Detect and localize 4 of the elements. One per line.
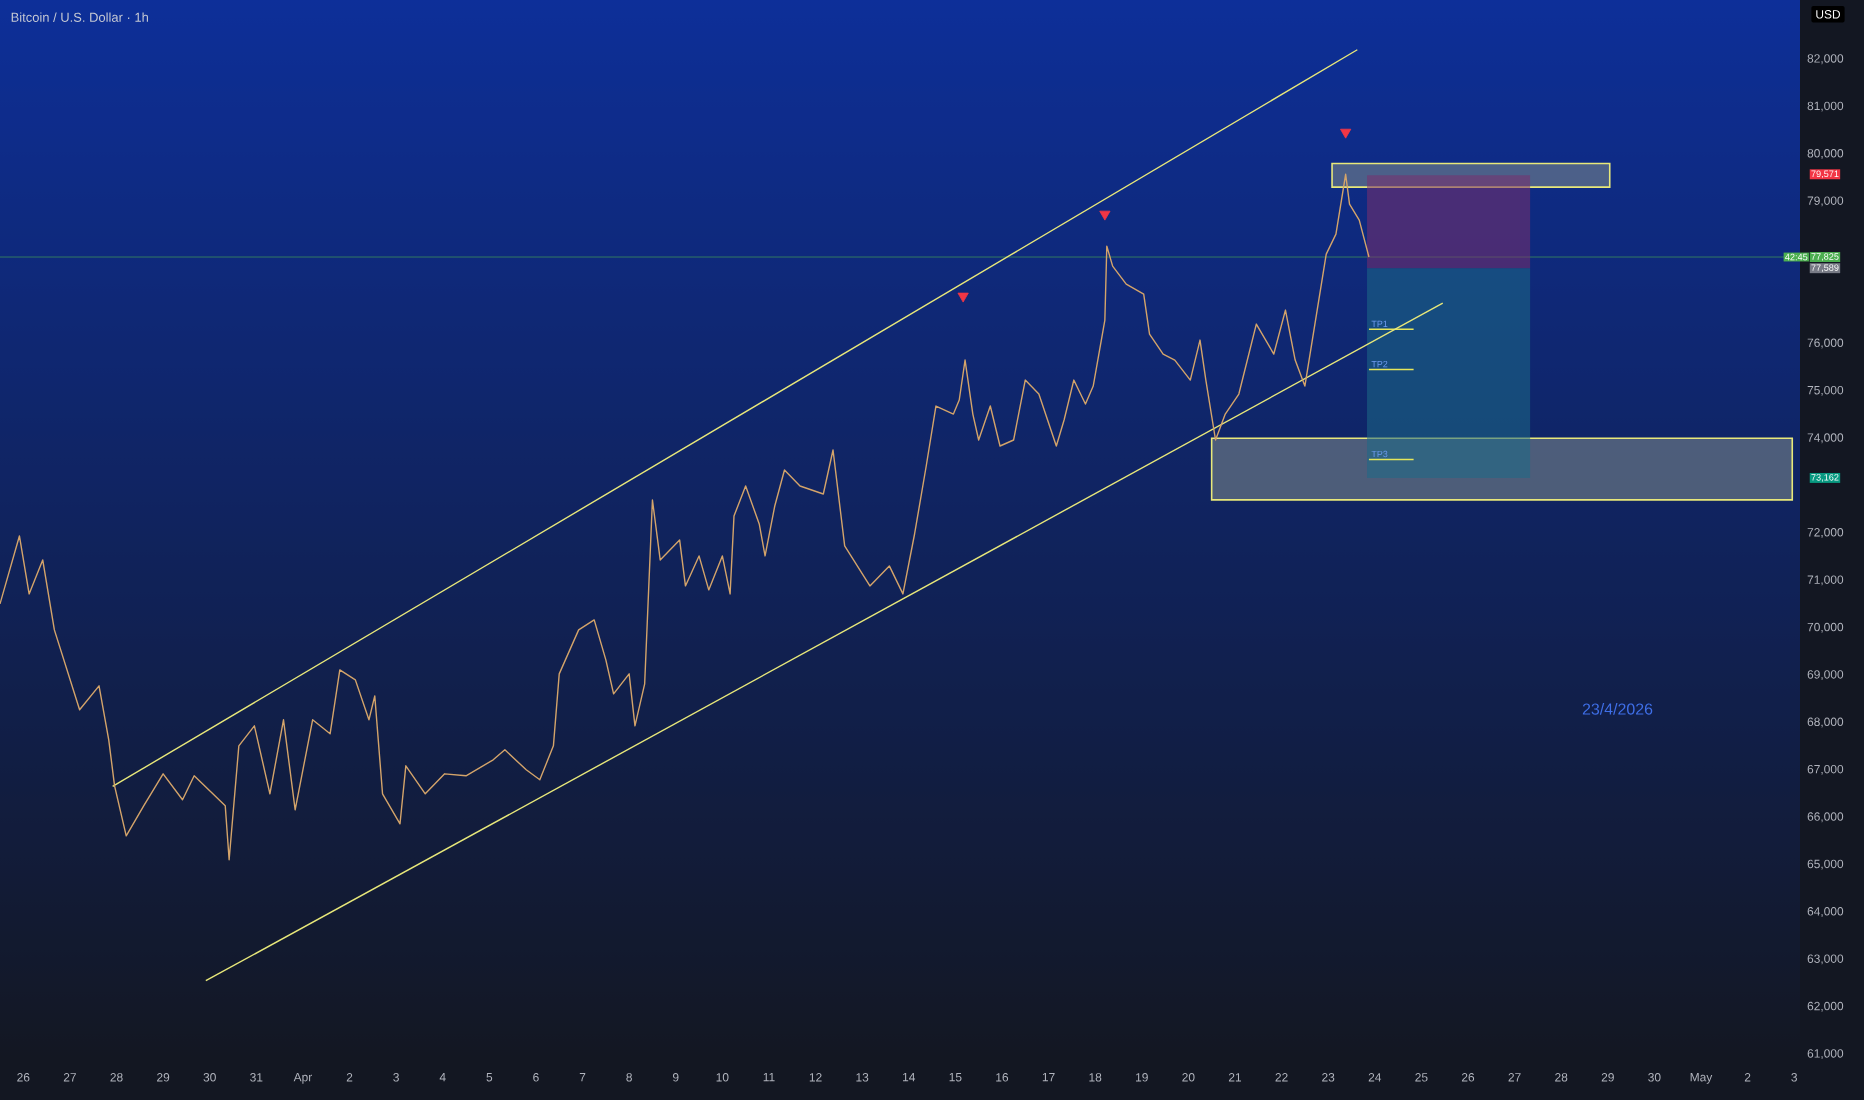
line-series — [0, 173, 1370, 861]
point — [1340, 128, 1352, 139]
point — [957, 292, 969, 303]
point — [1099, 210, 1111, 221]
